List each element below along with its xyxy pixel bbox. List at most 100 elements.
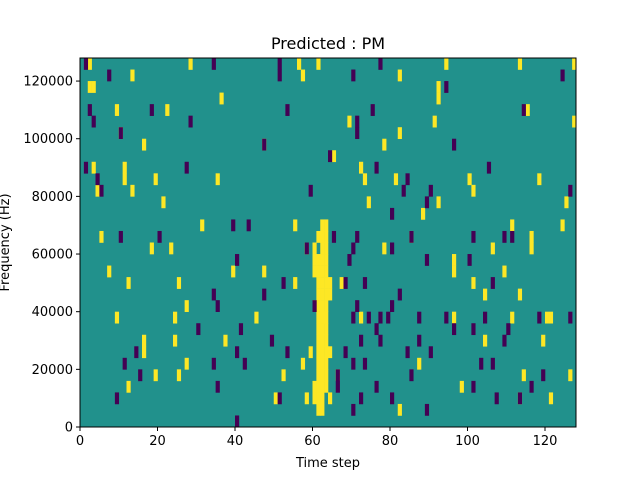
- heatmap-cell-low: [494, 392, 499, 405]
- heatmap-cell-low: [510, 230, 515, 243]
- heatmap-cell-high: [320, 277, 325, 289]
- heatmap-cell-low: [231, 219, 236, 232]
- heatmap-cell-low: [335, 369, 340, 382]
- heatmap-cell-high: [320, 288, 325, 301]
- heatmap-cell-high: [316, 346, 321, 359]
- heatmap-cell-low: [568, 184, 573, 197]
- heatmap-cell-high: [316, 334, 321, 347]
- heatmap-cell-low: [149, 104, 154, 116]
- heatmap-cell-high: [572, 115, 577, 128]
- heatmap-cell-low: [188, 115, 193, 128]
- heatmap-cell-high: [359, 161, 364, 174]
- heatmap-cell-high: [324, 265, 329, 278]
- heatmap-cell-low: [157, 230, 162, 243]
- x-tick-label: 40: [227, 434, 244, 449]
- heatmap-cell-high: [320, 346, 325, 359]
- heatmap-cell-low: [378, 311, 383, 324]
- heatmap-cell-low: [428, 184, 433, 197]
- heatmap-cell-low: [486, 161, 492, 174]
- heatmap-cell-high: [393, 173, 399, 186]
- heatmap-cell-high: [316, 403, 321, 416]
- heatmap-cell-high: [122, 173, 127, 186]
- heatmap-cell-low: [397, 288, 402, 301]
- heatmap-cell-low: [390, 300, 395, 312]
- heatmap-cell-low: [517, 392, 523, 405]
- heatmap-cell-low: [374, 380, 379, 393]
- heatmap-cell-low: [362, 357, 368, 370]
- heatmap-cell-low: [471, 380, 476, 393]
- y-tick-label: 40000: [32, 305, 73, 320]
- heatmap-cell-low: [479, 357, 484, 370]
- heatmap-cell-low: [401, 184, 406, 197]
- heatmap-cell-low: [95, 173, 100, 186]
- heatmap-cell-high: [312, 392, 317, 405]
- heatmap-cell-high: [142, 334, 147, 347]
- heatmap-cell-high: [324, 219, 329, 232]
- heatmap-cell-high: [347, 115, 352, 128]
- heatmap-cell-low: [529, 380, 534, 393]
- heatmap-cell-high: [397, 127, 402, 140]
- heatmap-cell-high: [91, 81, 96, 93]
- heatmap-cell-high: [324, 230, 329, 243]
- heatmap-cell-high: [471, 184, 476, 197]
- heatmap-cell-low: [490, 357, 495, 370]
- heatmap-cell-high: [517, 288, 523, 301]
- heatmap-cell-high: [316, 265, 321, 278]
- heatmap-cell-high: [107, 265, 112, 278]
- heatmap-cell-high: [545, 311, 550, 324]
- heatmap-cell-high: [320, 311, 325, 324]
- heatmap-cell-high: [316, 380, 321, 393]
- heatmap-cell-high: [320, 369, 325, 382]
- heatmap-cell-low: [374, 323, 379, 336]
- heatmap-cell-low: [281, 277, 286, 289]
- heatmap-cell-high: [397, 69, 402, 82]
- heatmap-cell-high: [324, 277, 329, 289]
- heatmap-cell-low: [328, 150, 333, 163]
- heatmap-cell-low: [362, 277, 368, 289]
- heatmap-cell-high: [316, 323, 321, 336]
- heatmap-cell-high: [316, 392, 321, 405]
- heatmap-cell-low: [277, 58, 282, 70]
- heatmap-cell-high: [316, 254, 321, 266]
- heatmap-cell-high: [459, 380, 464, 393]
- heatmap-cell-low: [405, 346, 410, 359]
- heatmap-cell-high: [320, 242, 325, 255]
- heatmap-cell-low: [184, 161, 189, 174]
- heatmap-cell-low: [502, 230, 507, 243]
- heatmap-cell-high: [114, 104, 120, 116]
- heatmap-cell-low: [467, 254, 472, 266]
- heatmap-cell-low: [560, 69, 565, 82]
- heatmap-cell-low: [335, 380, 340, 393]
- heatmap-cell-low: [211, 288, 216, 301]
- heatmap-cell-low: [355, 300, 360, 312]
- heatmap-cell-high: [126, 277, 131, 289]
- heatmap-cell-high: [122, 161, 127, 174]
- plot-frame: [79, 57, 577, 428]
- heatmap-cell-high: [316, 230, 321, 243]
- heatmap-cell-low: [211, 58, 216, 70]
- y-tick-label: 100000: [23, 132, 73, 147]
- heatmap-cell-low: [428, 346, 433, 359]
- heatmap-cell-high: [436, 196, 441, 209]
- heatmap-cell-low: [424, 254, 430, 266]
- x-tick-label: 80: [382, 434, 399, 449]
- heatmap-cell-high: [300, 69, 306, 82]
- heatmap-cell-high: [471, 277, 476, 289]
- heatmap-cell-high: [184, 357, 189, 370]
- heatmap-cell-low: [304, 242, 309, 255]
- heatmap-cell-low: [83, 161, 89, 174]
- heatmap-cell-low: [390, 242, 395, 255]
- heatmap-cell-high: [362, 173, 368, 186]
- heatmap-cell-low: [343, 346, 348, 359]
- heatmap-cell-high: [223, 334, 228, 347]
- heatmap-cell-high: [382, 242, 387, 255]
- heatmap-cell-low: [138, 369, 143, 382]
- heatmap-cell-high: [331, 150, 337, 163]
- heatmap-cell-high: [142, 138, 147, 151]
- heatmap-cell-low: [351, 69, 356, 82]
- heatmap-cell-high: [328, 392, 333, 405]
- heatmap-cell-low: [262, 288, 267, 301]
- heatmap-cell-low: [471, 230, 476, 243]
- heatmap-cell-high: [312, 265, 317, 278]
- heatmap-cell-low: [378, 334, 383, 347]
